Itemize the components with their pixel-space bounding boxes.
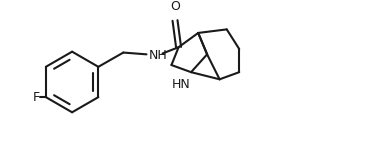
Text: F: F: [32, 91, 39, 104]
Text: NH: NH: [148, 49, 167, 62]
Text: HN: HN: [172, 77, 191, 91]
Text: O: O: [170, 0, 180, 13]
